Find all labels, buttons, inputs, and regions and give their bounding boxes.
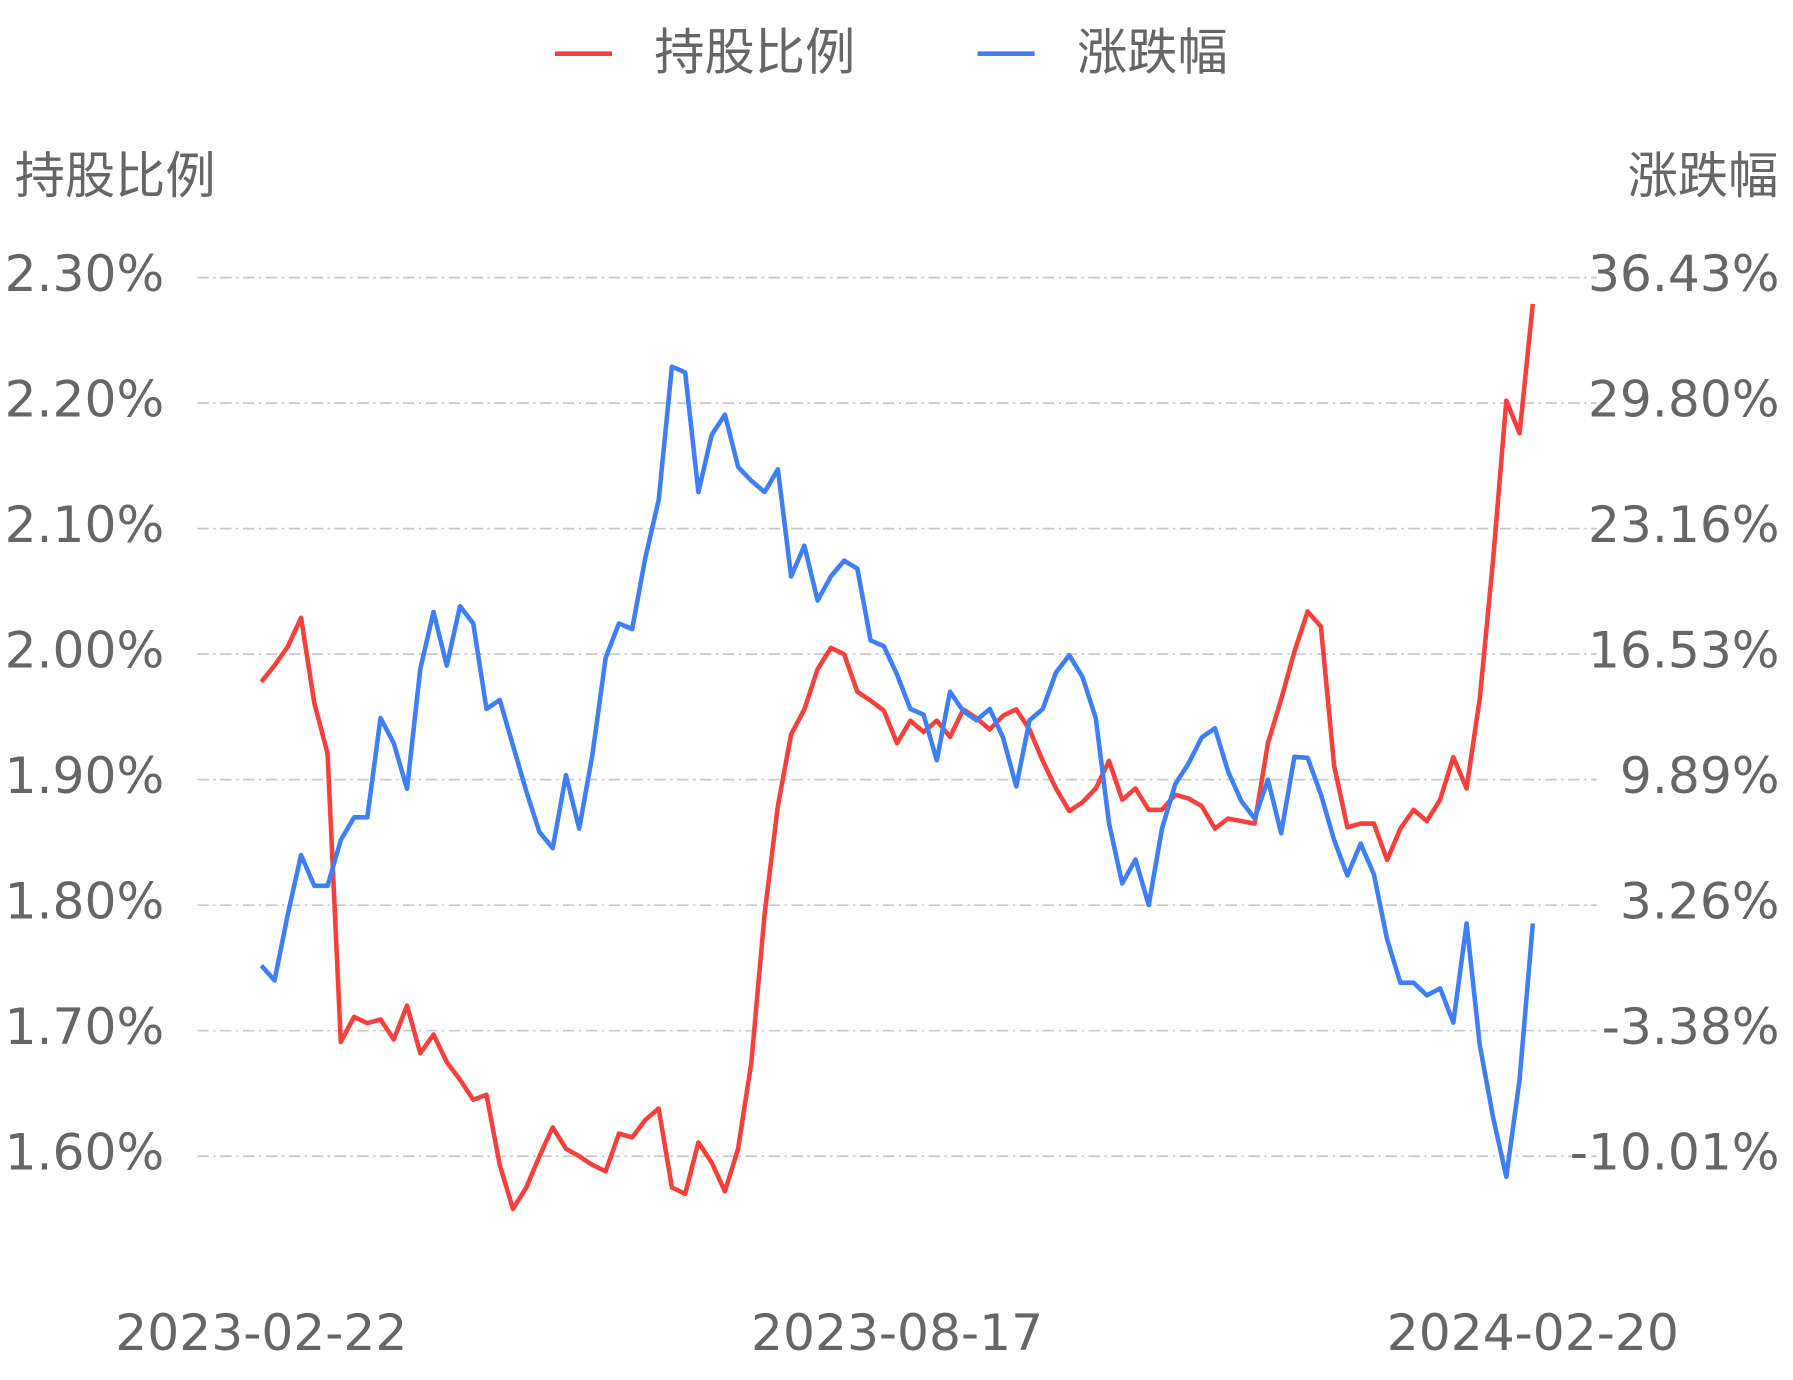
x-tick-label: 2023-08-17 <box>751 1303 1043 1362</box>
y2-tick-label: 23.16% <box>1588 495 1780 554</box>
x-tick-label: 2023-02-22 <box>115 1303 407 1362</box>
y-tick-label: 1.90% <box>5 746 165 805</box>
y-tick-label: 2.20% <box>5 370 165 429</box>
y2-axis-title: 涨跌幅 <box>1628 146 1779 205</box>
legend-label: 持股比例 <box>654 22 855 81</box>
y2-tick-label: 16.53% <box>1588 621 1780 680</box>
legend-label: 涨跌幅 <box>1077 22 1228 81</box>
y2-tick-label: 3.26% <box>1620 872 1780 931</box>
y-tick-label: 1.60% <box>5 1123 165 1182</box>
y2-tick-label: 29.80% <box>1588 370 1780 429</box>
y-tick-label: 2.00% <box>5 621 165 680</box>
y-tick-label: 2.10% <box>5 495 165 554</box>
y-tick-label: 1.80% <box>5 872 165 931</box>
series-line <box>259 303 1536 1212</box>
y-tick-label: 1.70% <box>5 997 165 1056</box>
y2-tick-label: 36.43% <box>1588 244 1780 303</box>
y2-tick-label: -3.38% <box>1602 997 1780 1056</box>
y2-tick-label: -10.01% <box>1570 1123 1780 1182</box>
y-tick-label: 2.30% <box>5 244 165 303</box>
x-tick-label: 2024-02-20 <box>1387 1303 1679 1362</box>
series-line <box>259 364 1536 1180</box>
y2-tick-label: 9.89% <box>1620 746 1780 805</box>
y-axis-title: 持股比例 <box>15 146 216 205</box>
